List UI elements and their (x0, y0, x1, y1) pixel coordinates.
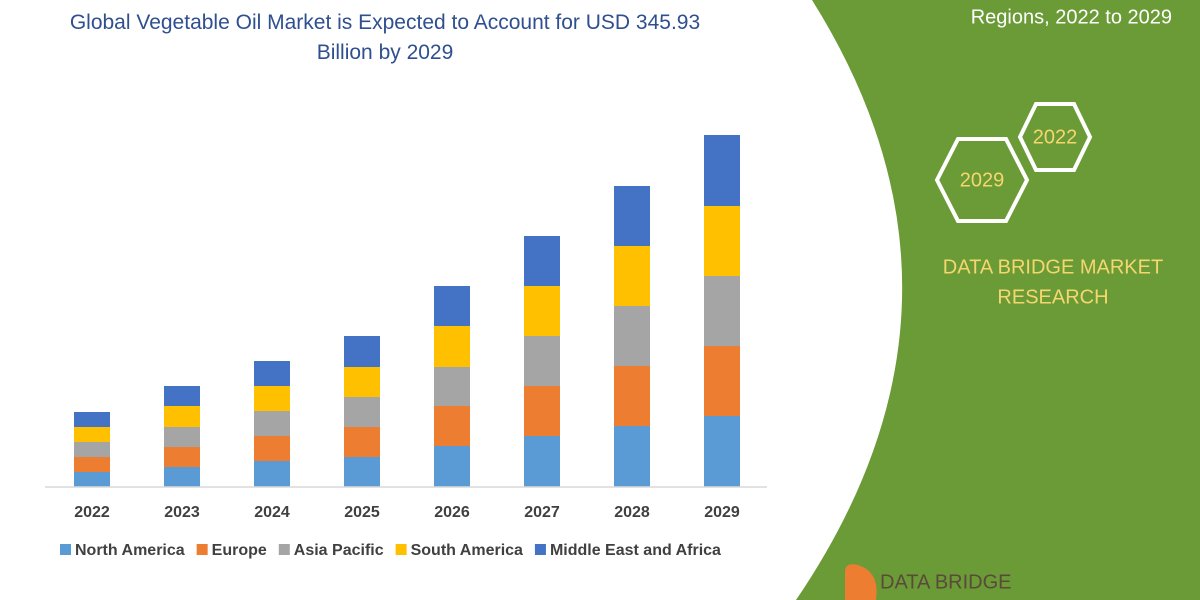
legend-label: Europe (212, 542, 267, 559)
bar-segment (254, 461, 290, 487)
bar-segment (614, 426, 650, 487)
bar-segment (704, 206, 740, 276)
bar-segment (434, 326, 470, 367)
logo-icon (845, 564, 877, 600)
legend-label: Asia Pacific (294, 542, 384, 559)
bar-segment (524, 336, 560, 386)
hexagon (1017, 102, 1093, 172)
x-tick-label: 2024 (254, 504, 290, 521)
bar-segment (704, 135, 740, 206)
bar-segment (344, 457, 380, 487)
hexagon-label: 2029 (960, 169, 1005, 191)
legend-label: North America (75, 542, 185, 559)
bar-segment (164, 447, 200, 467)
x-tick-label: 2026 (434, 504, 470, 521)
legend-swatch (395, 544, 407, 555)
bar-segment (434, 446, 470, 487)
hexagon-label: 2022 (1033, 126, 1078, 148)
bar-segment (704, 416, 740, 487)
bar-segment (164, 406, 200, 427)
bar-segment (164, 467, 200, 487)
bar-segment (434, 406, 470, 446)
hexagon (934, 137, 1030, 223)
legend-swatch (534, 544, 546, 555)
bar-segment (704, 276, 740, 346)
x-tick-label: 2022 (74, 504, 110, 521)
bar-segment (614, 246, 650, 306)
legend-label: Middle East and Africa (550, 542, 721, 559)
bar-segment (614, 366, 650, 426)
bar-segment (344, 397, 380, 427)
bar-segment (614, 186, 650, 246)
bar-segment (164, 386, 200, 406)
legend-swatch (278, 544, 290, 555)
brand-line: DATA BRIDGE MARKET (943, 256, 1163, 278)
bar-segment (254, 386, 290, 411)
legend-label: South America (411, 542, 523, 559)
bar-segment (614, 306, 650, 366)
bar-segment (524, 436, 560, 487)
x-tick-label: 2025 (344, 504, 380, 521)
x-tick-label: 2029 (704, 504, 740, 521)
bar-segment (74, 427, 110, 442)
side-panel (796, 0, 1200, 600)
bar-segment (704, 346, 740, 416)
bar-segment (254, 436, 290, 461)
bar-segment (74, 412, 110, 427)
bar-segment (434, 367, 470, 406)
legend-swatch (196, 544, 208, 555)
brand-line: RESEARCH (997, 286, 1108, 308)
bar-segment (74, 472, 110, 487)
x-tick-label: 2027 (524, 504, 560, 521)
bar-segment (254, 361, 290, 386)
bar-segment (524, 286, 560, 336)
x-tick-label: 2023 (164, 504, 200, 521)
panel-caption: Regions, 2022 to 2029 (971, 6, 1172, 28)
bar-segment (254, 411, 290, 436)
bar-segment (344, 427, 380, 457)
chart-title: Global Vegetable Oil Market is Expected … (69, 11, 701, 64)
bar-segment (524, 386, 560, 436)
x-tick-label: 2028 (614, 504, 650, 521)
bar-segment (434, 286, 470, 326)
bar-segment (74, 457, 110, 472)
bar-segment (344, 336, 380, 367)
logo-text: DATA BRIDGE (880, 571, 1012, 593)
bar-segment (524, 236, 560, 286)
bar-segment (74, 442, 110, 457)
legend-swatch (60, 544, 71, 555)
bar-segment (164, 427, 200, 447)
bar-segment (344, 367, 380, 397)
